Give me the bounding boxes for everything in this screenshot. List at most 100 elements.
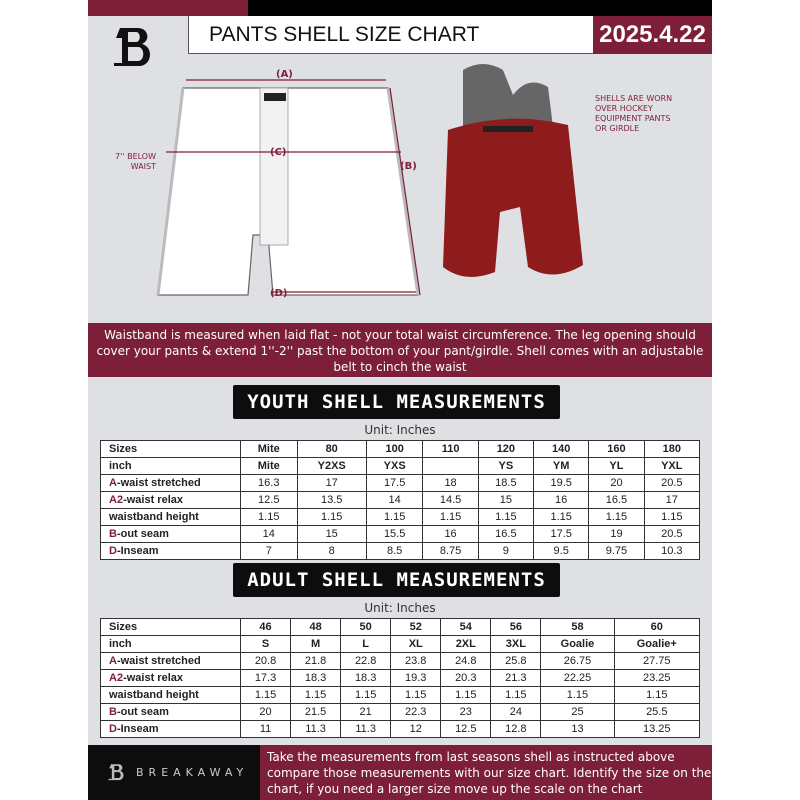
table-cell: 17 [296,474,367,492]
youth-size-table: Sizes Mite 80 100 110 120 140 160 180 inch Mite Y2X… [100,440,701,560]
table-cell: Goalie+ [613,635,701,653]
label-d: (D) [270,288,288,299]
table-cell: YS [477,457,535,475]
table-cell: 160 [588,440,645,458]
breakaway-logo-icon [108,763,124,780]
table-cell: 13.5 [296,491,367,509]
table-cell: 12 [390,720,442,738]
table-cell: 12.8 [490,720,542,738]
table-cell: 48 [290,618,342,636]
table-cell: 1.15 [422,508,479,526]
table-cell: 25.5 [613,703,701,721]
table-cell: 1.15 [533,508,590,526]
row-label: D-Inseam [100,720,241,738]
table-cell: 58 [540,618,615,636]
table-cell: Goalie [540,635,615,653]
table-cell: 52 [390,618,442,636]
table-cell: 26.75 [540,652,615,670]
row-label-text: -waist stretched [116,477,201,489]
top-bar [248,0,712,16]
table-cell: 46 [239,618,292,636]
row-label-text: inch [109,638,132,650]
table-cell: 54 [440,618,492,636]
table-cell: 50 [340,618,392,636]
table-cell: 15.5 [365,525,424,543]
adult-section-title: ADULT SHELL MEASUREMENTS [233,563,560,597]
shell-note: SHELLS ARE WORN OVER HOCKEY EQUIPMENT PA… [595,94,673,133]
table-row: waistband height 1.15 1.15 1.15 1.15 1.15 1.15… [100,686,701,704]
row-label-text: -out seam [116,706,169,718]
table-row: A-waist stretched 20.8 21.8 22.8 23.8 24.8 25.… [100,652,701,670]
table-cell: 19.3 [390,669,442,687]
table-row: Sizes 46 48 50 52 54 56 58 60 [100,618,701,636]
table-cell: 13.25 [613,720,701,738]
brand-name: BREAKAWAY [136,766,249,779]
measure-letter: A [109,655,117,667]
row-label-text: -Inseam [116,545,159,557]
table-cell: 19 [588,525,645,543]
table-cell: 7 [240,542,298,560]
table-cell: 21.5 [290,703,342,721]
table-cell: 110 [422,440,479,458]
row-label-text: -waist relax [123,672,183,684]
table-cell: 11.3 [290,720,342,738]
table-cell: 1.15 [239,686,292,704]
table-cell: 21.3 [490,669,542,687]
table-cell: 1.15 [296,508,367,526]
table-cell: 14.5 [422,491,479,509]
row-label: waistband height [100,686,241,704]
row-label-text: Sizes [109,621,138,633]
table-cell: 18.3 [340,669,392,687]
table-cell: 1.15 [240,508,298,526]
youth-unit-label: Unit: Inches [364,423,436,437]
table-cell: 13 [540,720,615,738]
table-cell: YXL [643,457,701,475]
table-cell: 20 [588,474,645,492]
table-cell: 14 [240,525,298,543]
table-cell: 20.8 [239,652,292,670]
table-cell: 20.3 [440,669,492,687]
label-b: (B) [400,161,417,172]
row-label-text: inch [109,460,132,472]
table-cell: 22.25 [540,669,615,687]
measure-letter: A2 [109,672,124,684]
table-cell: 100 [365,440,424,458]
table-cell: 17.5 [533,525,590,543]
table-row: inch S M L XL 2XL 3XL Goalie Goalie+ [100,635,701,653]
row-label: A2-waist relax [100,491,241,509]
table-cell: 12.5 [240,491,298,509]
shell-flat-drawing [156,87,420,296]
row-label: A-waist stretched [100,474,241,492]
table-cell: 23.8 [390,652,442,670]
measure-letter: A2 [109,494,124,506]
row-label-text: Sizes [109,443,138,455]
table-row: D-Inseam 11 11.3 11.3 12 12.5 12.8 13 13.25 [100,720,701,738]
table-cell: 1.15 [588,508,645,526]
table-cell: 1.15 [440,686,492,704]
table-cell: YXS [365,457,424,475]
table-row: A2-waist relax 12.5 13.5 14 14.5 15 16 16.5 17 [100,491,701,509]
size-chart-page: PANTS SHELL SIZE CHART 2025.4.22 (A) (C)… [88,0,712,800]
table-cell: 23.25 [613,669,701,687]
table-row: waistband height 1.15 1.15 1.15 1.15 1.15 1.15… [100,508,701,526]
row-label: A-waist stretched [100,652,241,670]
table-cell: Mite [240,457,298,475]
table-cell: 22.3 [390,703,442,721]
hockey-pants-photo [443,64,583,277]
table-cell: XL [390,635,442,653]
row-label: Sizes [100,440,241,458]
table-cell: 11 [239,720,292,738]
table-cell: 16.5 [588,491,645,509]
row-label: inch [100,457,241,475]
table-cell: 1.15 [365,508,424,526]
table-cell: 14 [365,491,424,509]
label-c: (C) [270,147,287,158]
table-cell: 18.5 [477,474,535,492]
table-cell: 180 [643,440,701,458]
table-cell [422,457,479,475]
footer-brand: BREAKAWAY [88,745,260,800]
table-cell: 16 [422,525,479,543]
table-cell: 9.75 [588,542,645,560]
table-cell: 8.5 [365,542,424,560]
table-cell: 19.5 [533,474,590,492]
